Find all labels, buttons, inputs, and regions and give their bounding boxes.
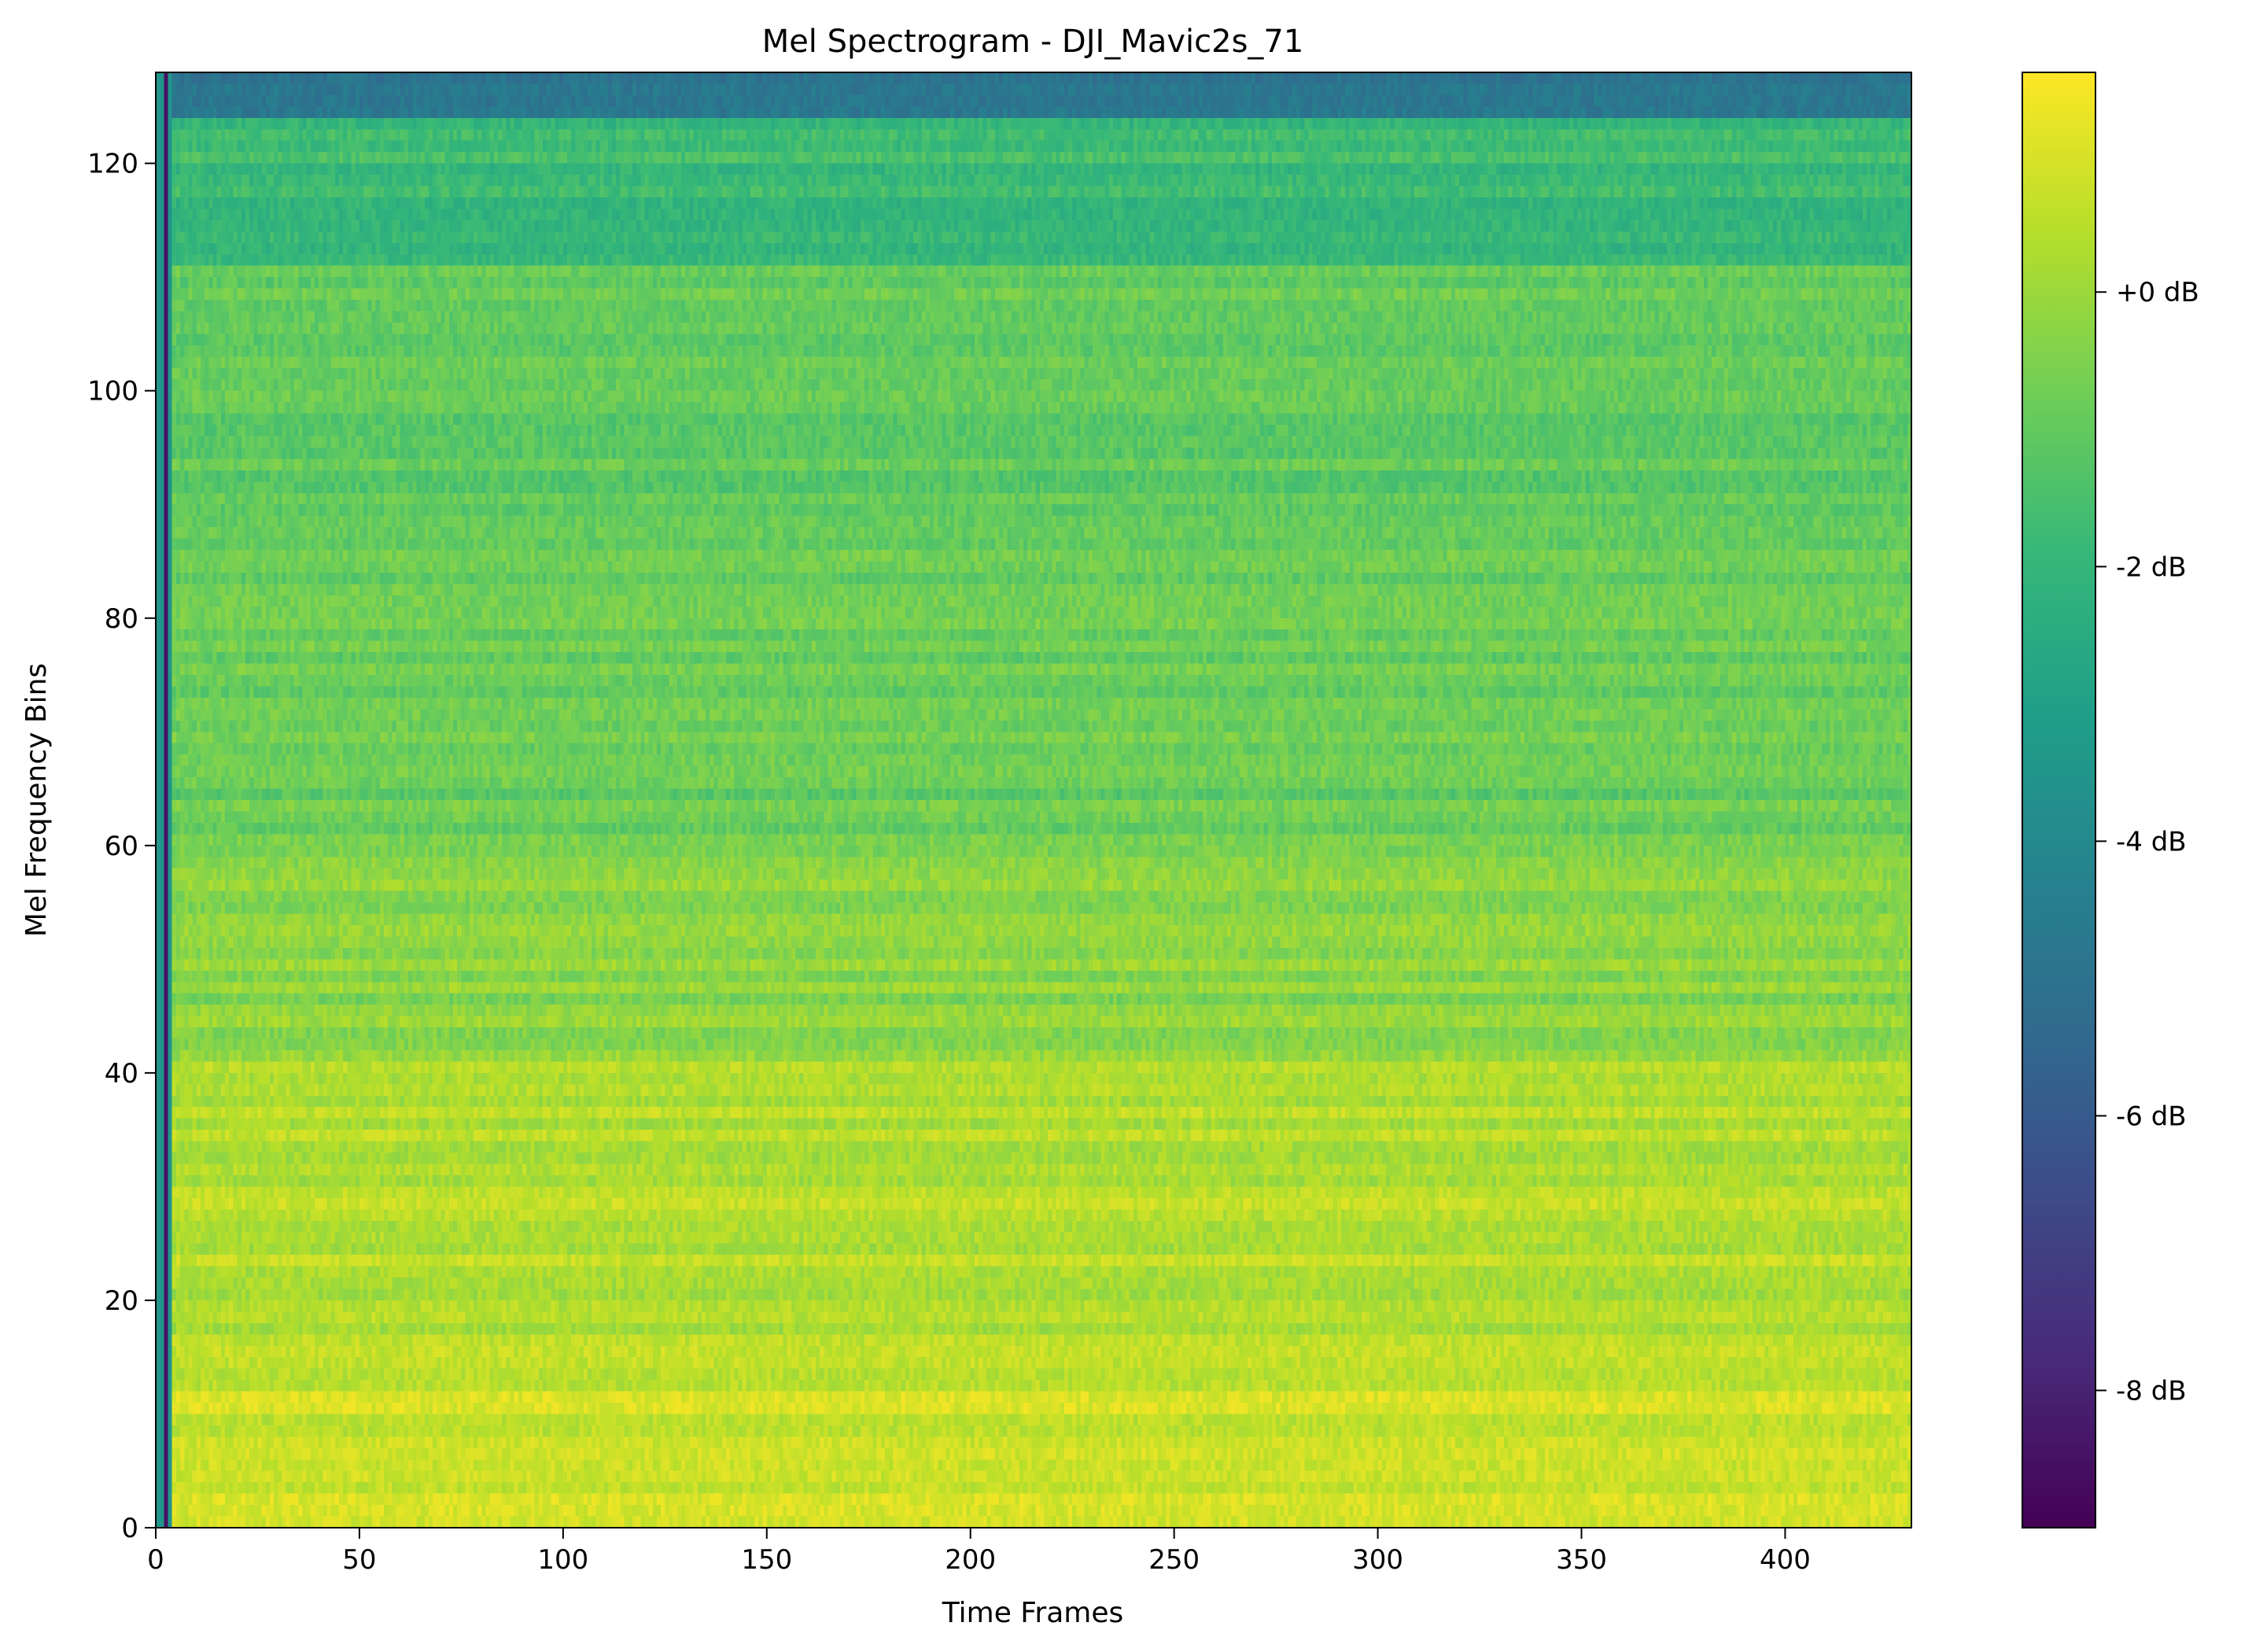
x-tick-label: 350 [1556,1544,1607,1576]
colorbar-tick-label: +0 dB [2116,277,2199,308]
x-tick-label: 50 [342,1544,376,1576]
colorbar-tick-label: -6 dB [2116,1101,2187,1132]
colorbar-tick-label: -4 dB [2116,826,2187,857]
y-tick-label: 60 [105,831,138,862]
x-tick-label: 200 [945,1544,996,1576]
x-axis-ticks: 0 50 100 150 200 250 300 350 400 [147,1528,1811,1576]
heatmap [156,72,1911,1528]
x-tick-label: 300 [1352,1544,1403,1576]
colorbar [2022,72,2096,1528]
y-tick-label: 0 [121,1513,138,1544]
y-tick-label: 40 [105,1058,138,1090]
y-tick-label: 120 [87,149,138,180]
y-tick-label: 20 [105,1285,138,1317]
x-tick-label: 250 [1148,1544,1200,1576]
chart-title: Mel Spectrogram - DJI_Mavic2s_71 [762,24,1304,60]
heatmap-image [156,72,1911,1528]
y-tick-label: 100 [87,376,138,407]
y-axis-ticks: 0 20 40 60 80 100 120 [87,149,156,1544]
colorbar-ticks: +0 dB -2 dB -4 dB -6 dB -8 dB [2095,277,2199,1407]
colorbar-tick-label: -8 dB [2116,1375,2187,1407]
x-tick-label: 400 [1760,1544,1811,1576]
x-axis-label: Time Frames [942,1597,1123,1629]
plot-frame [155,72,1912,1528]
x-tick-label: 0 [147,1544,164,1576]
colorbar-tick-label: -2 dB [2116,551,2187,583]
x-tick-label: 150 [741,1544,792,1576]
y-tick-label: 80 [105,603,138,635]
y-axis-label: Mel Frequency Bins [20,663,53,937]
x-tick-label: 100 [537,1544,588,1576]
